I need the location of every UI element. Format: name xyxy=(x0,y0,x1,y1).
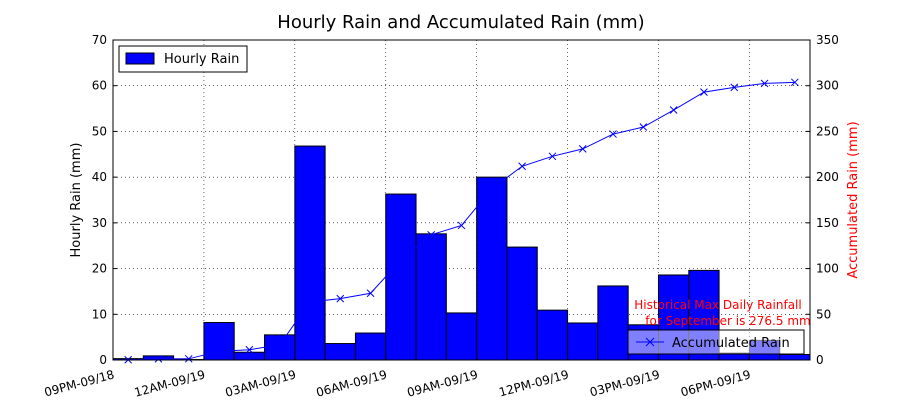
bar-hourly-rain xyxy=(506,246,538,361)
bar-hourly-rain xyxy=(294,145,326,361)
annotation-line-2: for September is 276.5 mm xyxy=(645,314,810,328)
legend-accumulated: Accumulated Rain xyxy=(627,329,805,355)
legend-swatch-marker xyxy=(645,337,655,347)
point-accumulated-rain xyxy=(639,123,648,131)
chart-title: Hourly Rain and Accumulated Rain (mm) xyxy=(277,12,644,33)
bar-hourly-rain xyxy=(597,285,629,361)
y2-axis-label: Accumulated Rain (mm) xyxy=(846,121,861,278)
bar-hourly-rain xyxy=(536,309,569,361)
y-tick-label: 40 xyxy=(92,170,107,184)
bar-hourly-rain xyxy=(264,334,296,361)
y-axis-label: Hourly Rain (mm) xyxy=(69,143,84,258)
y-tick-label: 50 xyxy=(92,124,107,138)
annotation-line-1: Historical Max Daily Rainfall xyxy=(634,298,801,312)
point-accumulated-rain xyxy=(154,355,163,363)
legend-swatch-bar xyxy=(125,52,155,65)
point-accumulated-rain xyxy=(548,152,557,161)
y-tick-label: 20 xyxy=(92,262,107,276)
point-accumulated-rain xyxy=(760,79,769,88)
bar-hourly-rain xyxy=(203,322,235,361)
y2-tick-label: 50 xyxy=(816,307,831,321)
y-tick-label: 30 xyxy=(92,216,107,230)
bar-hourly-rain xyxy=(385,193,417,361)
y2-tick-label: 200 xyxy=(816,170,839,184)
point-accumulated-rain xyxy=(609,130,617,138)
point-accumulated-rain xyxy=(730,83,739,92)
y2-tick-label: 150 xyxy=(816,216,839,230)
y-tick-label: 10 xyxy=(92,307,107,321)
y2-tick-label: 350 xyxy=(816,33,839,47)
point-accumulated-rain xyxy=(578,145,587,153)
y-tick-label: 60 xyxy=(92,79,107,93)
y-tick-label: 70 xyxy=(92,33,107,47)
point-accumulated-rain xyxy=(457,221,466,230)
bar-hourly-rain xyxy=(445,312,478,361)
point-accumulated-rain xyxy=(336,294,345,303)
point-accumulated-rain xyxy=(518,162,526,171)
point-accumulated-rain xyxy=(245,345,254,354)
legend-hourly: Hourly Rain xyxy=(118,45,248,73)
bar-hourly-rain xyxy=(415,233,447,361)
point-accumulated-rain xyxy=(790,78,799,87)
y2-tick-label: 300 xyxy=(816,79,839,93)
legend-label-accumulated: Accumulated Rain xyxy=(672,336,790,351)
bar-hourly-rain xyxy=(476,176,508,361)
point-accumulated-rain xyxy=(184,354,193,363)
point-accumulated-rain xyxy=(487,184,496,193)
point-accumulated-rain xyxy=(700,88,708,96)
y2-tick-label: 100 xyxy=(816,262,839,276)
legend-label-hourly: Hourly Rain xyxy=(164,52,239,67)
point-accumulated-rain xyxy=(306,298,314,306)
point-accumulated-rain xyxy=(275,340,284,349)
point-accumulated-rain xyxy=(669,106,678,114)
point-accumulated-rain xyxy=(427,230,436,239)
point-accumulated-rain xyxy=(215,347,223,356)
bar-hourly-rain xyxy=(354,332,387,361)
bar-hourly-rain xyxy=(567,322,599,361)
bar-hourly-rain xyxy=(233,351,266,361)
plot-frame xyxy=(112,39,811,361)
point-accumulated-rain xyxy=(397,256,405,264)
point-accumulated-rain xyxy=(366,289,375,298)
bar-hourly-rain xyxy=(324,343,356,361)
y2-tick-label: 0 xyxy=(816,353,824,367)
y2-tick-label: 250 xyxy=(816,124,839,138)
bar-hourly-rain xyxy=(779,354,811,361)
annotation: Historical Max Daily Rainfall for Septem… xyxy=(634,298,810,328)
y-tick-label: 0 xyxy=(99,353,107,367)
